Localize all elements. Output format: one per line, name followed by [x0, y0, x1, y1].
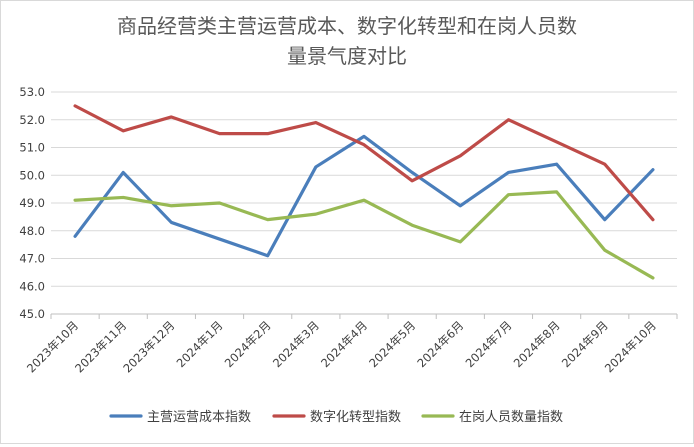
x-tick-label: 2024年7月	[463, 318, 515, 370]
x-tick-label: 2024年9月	[559, 318, 611, 370]
y-tick-label: 50.0	[19, 168, 45, 182]
x-tick-label: 2024年3月	[270, 318, 322, 370]
series-line-3	[73, 190, 655, 280]
y-tick-label: 47.0	[19, 252, 45, 266]
y-tick-label: 45.0	[19, 307, 45, 321]
series-line-2	[73, 104, 655, 222]
x-tick-label: 2024年5月	[366, 318, 418, 370]
series-lines	[73, 104, 655, 280]
y-tick-label: 46.0	[19, 279, 45, 293]
x-tick-label: 2024年8月	[511, 318, 563, 370]
x-tick-label: 2024年4月	[318, 318, 370, 370]
chart-title-line-2: 量景气度对比	[287, 44, 407, 68]
x-tick-label: 2024年1月	[174, 318, 226, 370]
series-line-1	[73, 134, 655, 258]
y-tick-label: 51.0	[19, 141, 45, 155]
x-tick-label: 2024年2月	[222, 318, 274, 370]
x-tick-label: 2024年10月	[602, 318, 659, 375]
y-tick-label: 52.0	[19, 113, 45, 127]
x-tick-label: 2023年12月	[120, 318, 177, 375]
y-tick-label: 49.0	[19, 196, 45, 210]
legend-label: 主营运营成本指数	[147, 410, 251, 425]
chart-title-line-1: 商品经营类主营运营成本、数字化转型和在岗人员数	[117, 14, 577, 38]
y-tick-label: 48.0	[19, 224, 45, 238]
x-tick-label: 2024年6月	[414, 318, 466, 370]
legend-label: 数字化转型指数	[310, 410, 401, 425]
chart-title: 商品经营类主营运营成本、数字化转型和在岗人员数 量景气度对比	[117, 14, 577, 68]
x-axis: 2023年10月2023年11月2023年12月2024年1月2024年2月20…	[24, 313, 678, 375]
legend-label: 在岗人员数量指数	[459, 410, 563, 425]
legend: 主营运营成本指数 数字化转型指数 在岗人员数量指数	[109, 410, 563, 425]
y-axis: 45.0 46.0 47.0 48.0 49.0 50.0 51.0 52.0 53.0	[19, 85, 45, 321]
y-tick-label: 53.0	[19, 85, 45, 99]
